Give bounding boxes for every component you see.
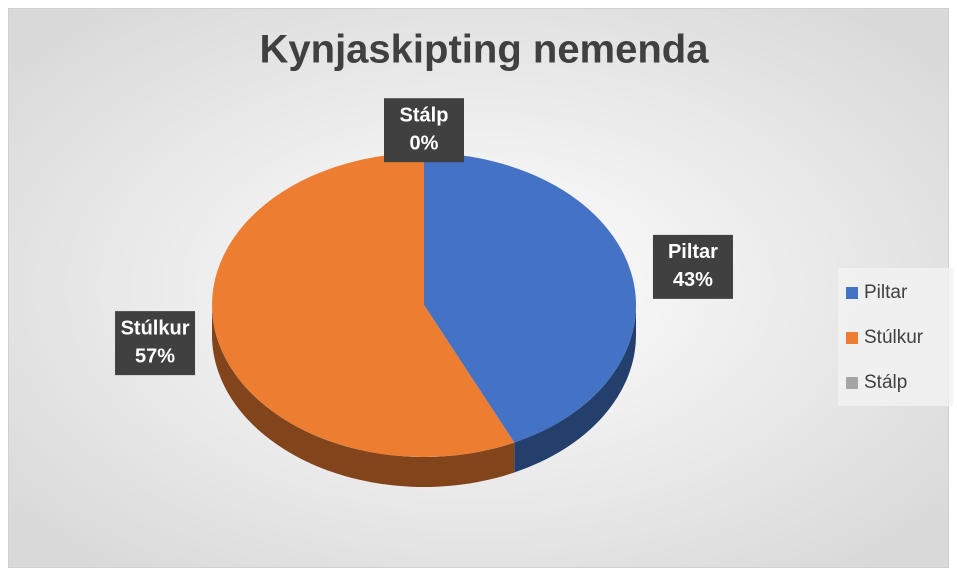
data-label-box [115,311,196,376]
data-label-value: 0% [410,132,439,154]
data-label-value: 57% [135,345,175,367]
legend-label: Stálp [864,372,907,393]
data-label-value: 43% [673,269,713,291]
slice-side [212,305,515,487]
data-label-box [652,234,733,299]
slice-side [514,305,636,473]
slice [212,153,515,457]
legend-swatch [846,332,858,344]
legend-swatch [846,287,858,299]
data-label-name: Piltar [668,241,718,263]
slice [424,153,636,443]
data-label-name: Stálp [400,104,449,126]
data-label-box [384,98,464,163]
data-label-name: Stúlkur [121,317,190,339]
chart-title: Kynjaskipting nemenda [260,28,710,72]
legend-swatch [846,377,858,389]
legend-label: Stúlkur [864,327,924,348]
legend-label: Piltar [864,282,908,303]
